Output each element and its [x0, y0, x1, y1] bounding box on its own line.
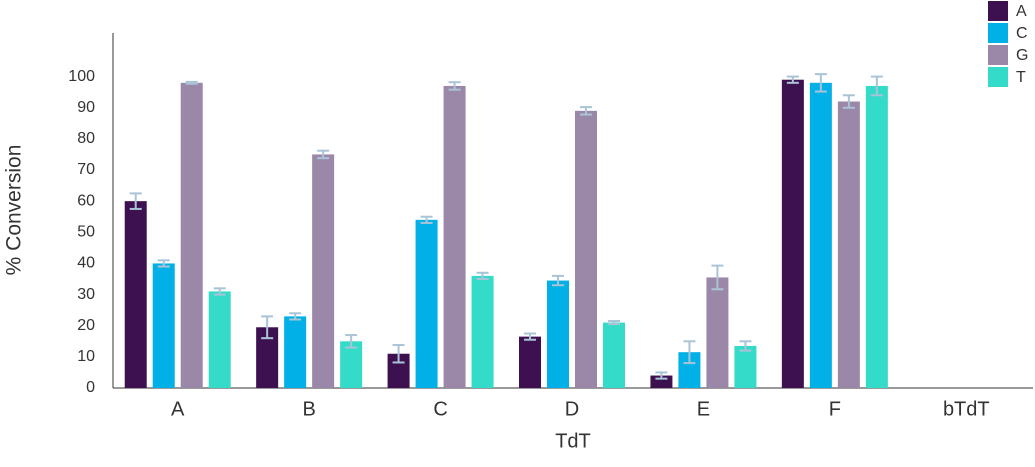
error-bar: [524, 332, 536, 341]
y-tick-label: 60: [77, 192, 95, 209]
error-bar: [552, 274, 564, 287]
error-bar: [786, 75, 799, 84]
legend-label: G: [1016, 47, 1028, 64]
error-bar: [345, 334, 358, 349]
bar: [284, 316, 307, 388]
bar: [734, 345, 757, 388]
y-tick-label: 20: [77, 317, 95, 334]
error-bar: [448, 81, 461, 91]
legend-label: A: [1016, 3, 1027, 20]
error-bar: [392, 344, 405, 364]
error-bar: [420, 215, 433, 224]
y-tick-label: 50: [77, 224, 95, 241]
error-bar: [739, 340, 752, 352]
error-bar: [289, 312, 302, 321]
bar: [706, 277, 729, 388]
bar: [865, 85, 888, 388]
y-tick-label: 80: [77, 130, 95, 147]
error-bar: [683, 340, 696, 365]
x-tick-label: E: [697, 398, 710, 420]
error-bar: [317, 149, 330, 160]
error-bar: [580, 106, 592, 116]
error-bar: [711, 264, 724, 291]
error-bar: [655, 371, 668, 380]
error-bar: [476, 271, 489, 281]
bar: [837, 101, 860, 388]
x-tick-label: D: [565, 398, 579, 420]
error-bar: [608, 320, 620, 326]
legend-swatch: [988, 23, 1008, 43]
y-tick-label: 10: [77, 348, 95, 365]
bar: [678, 352, 701, 388]
bar: [180, 82, 203, 389]
x-tick-label: C: [433, 398, 447, 420]
x-tick-label: bTdT: [943, 398, 990, 420]
bar: [312, 154, 335, 388]
y-tick-label: 90: [77, 99, 95, 116]
y-tick-label: 40: [77, 255, 95, 272]
bar: [124, 201, 147, 388]
bar: [471, 275, 494, 388]
x-tick-label: B: [302, 398, 315, 420]
legend-label: T: [1016, 69, 1026, 86]
bar: [519, 336, 541, 388]
bar: [340, 341, 363, 388]
y-tick-label: 70: [77, 161, 95, 178]
error-bar: [129, 192, 142, 210]
bar: [152, 263, 175, 388]
bar: [603, 322, 625, 388]
legend-swatch: [988, 45, 1008, 65]
legend-label: C: [1016, 25, 1028, 42]
x-axis-label: TdT: [555, 430, 591, 452]
bar: [781, 79, 804, 389]
x-tick-label: F: [829, 398, 841, 420]
error-bar: [157, 259, 170, 268]
x-tick-label: A: [171, 398, 185, 420]
error-bar: [814, 73, 827, 93]
legend-swatch: [988, 1, 1008, 21]
error-bar: [185, 80, 198, 85]
y-tick-label: 0: [86, 379, 95, 396]
bar: [547, 280, 569, 388]
error-bar: [842, 94, 855, 109]
bar: [208, 291, 231, 388]
bar: [443, 85, 466, 388]
y-axis-label: % Conversion: [3, 145, 26, 276]
error-bar: [261, 315, 274, 340]
y-tick-label: 30: [77, 286, 95, 303]
bar: [575, 110, 597, 388]
legend-swatch: [988, 67, 1008, 87]
error-bar: [870, 75, 883, 97]
y-tick-label: 100: [68, 68, 95, 85]
error-bar: [213, 287, 226, 296]
bar: [809, 82, 832, 389]
bar: [256, 327, 279, 388]
bar: [415, 219, 438, 388]
